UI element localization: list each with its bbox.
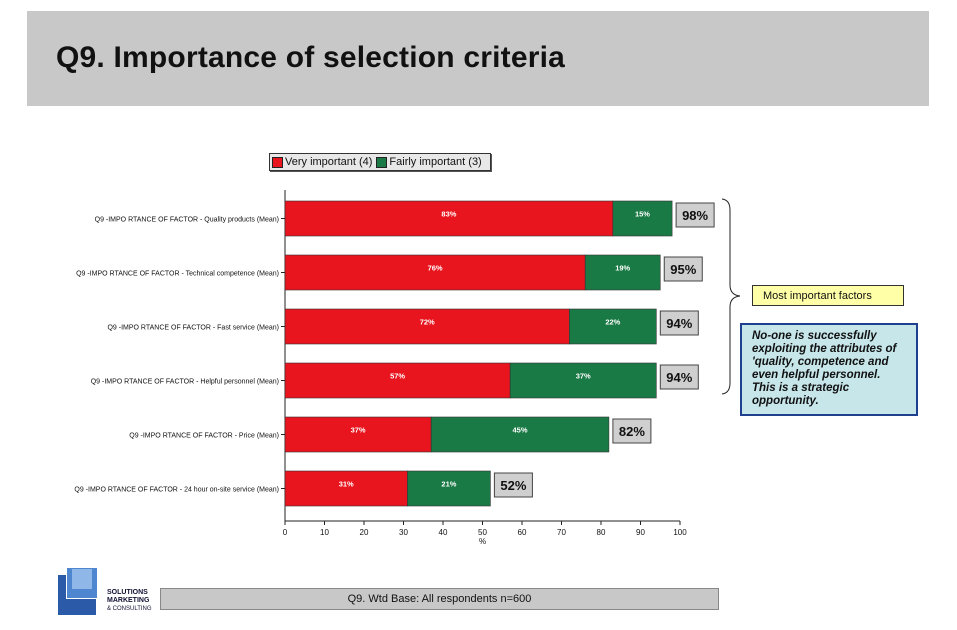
x-tick-label: 90: [636, 528, 645, 537]
chart-legend: Very important (4) Fairly important (3): [269, 153, 491, 171]
bar-fairly-important: [430, 416, 610, 453]
total-box: [659, 364, 699, 390]
total-box: [493, 472, 533, 498]
category-label: Q9 -IMPO RTANCE OF FACTOR - Quality prod…: [95, 217, 279, 224]
total-box: [659, 310, 699, 336]
bracket-top-factors: [721, 198, 741, 395]
logo-text: SOLUTIONS MARKETING & CONSULTING: [107, 589, 152, 613]
legend-swatch-very-important: [272, 156, 283, 168]
legend-label-very-important: Very important (4): [285, 156, 373, 168]
total-box: [675, 202, 715, 228]
bar-very-important: [284, 362, 511, 399]
bar-very-important: [284, 200, 614, 237]
base-footnote: Q9. Wtd Base: All respondents n=600: [160, 588, 719, 610]
company-logo: SOLUTIONS MARKETING & CONSULTING: [58, 567, 158, 619]
data-label: 37%: [576, 372, 591, 381]
x-tick-label: 70: [557, 528, 566, 537]
data-label: 37%: [351, 426, 366, 435]
bar-fairly-important: [584, 254, 661, 291]
data-label: 57%: [390, 372, 405, 381]
data-label: 45%: [513, 426, 528, 435]
x-tick-label: 0: [283, 528, 288, 537]
data-label: 15%: [635, 210, 650, 219]
legend-label-fairly-important: Fairly important (3): [389, 156, 482, 168]
logo-line-3: & CONSULTING: [107, 606, 152, 612]
total-label: 98%: [682, 208, 708, 223]
bar-fairly-important: [569, 308, 657, 345]
total-label: 82%: [619, 424, 645, 439]
x-tick-label: 30: [399, 528, 408, 537]
total-label: 94%: [666, 316, 692, 331]
category-label: Q9 -IMPO RTANCE OF FACTOR - Price (Mean): [129, 433, 279, 440]
x-tick-label: 60: [518, 528, 527, 537]
data-label: 83%: [441, 210, 456, 219]
x-tick-label: 50: [478, 528, 487, 537]
data-label: 72%: [420, 318, 435, 327]
x-tick-label: 80: [597, 528, 606, 537]
total-label: 94%: [666, 370, 692, 385]
category-label: Q9 -IMPO RTANCE OF FACTOR - Technical co…: [76, 271, 279, 278]
bar-fairly-important: [509, 362, 657, 399]
total-label: 52%: [500, 478, 526, 493]
legend-item-fairly-important: Fairly important (3): [376, 156, 482, 168]
logo-line-1: SOLUTIONS: [107, 589, 148, 596]
legend-swatch-fairly-important: [376, 156, 388, 168]
logo-square-light: [72, 569, 92, 589]
data-label: 76%: [428, 264, 443, 273]
x-tick-label: 100: [673, 528, 687, 537]
data-label: 22%: [605, 318, 620, 327]
category-label: Q9 -IMPO RTANCE OF FACTOR - Helpful pers…: [91, 379, 279, 386]
insight-callout: No-one is successfully exploiting the at…: [740, 323, 918, 416]
total-box: [612, 418, 652, 444]
logo-line-2: MARKETING: [107, 597, 150, 604]
most-important-callout: Most important factors: [752, 285, 904, 306]
data-label: 31%: [339, 480, 354, 489]
data-label: 21%: [441, 480, 456, 489]
x-axis-label: %: [479, 537, 486, 546]
x-tick-label: 10: [320, 528, 329, 537]
total-label: 95%: [670, 262, 696, 277]
bar-fairly-important: [407, 470, 491, 507]
category-label: Q9 -IMPO RTANCE OF FACTOR - Fast service…: [107, 325, 279, 332]
total-box: [663, 256, 703, 282]
bar-very-important: [284, 254, 586, 291]
data-label: 19%: [615, 264, 630, 273]
x-tick-label: 20: [360, 528, 369, 537]
page-title: Q9. Importance of selection criteria: [56, 41, 566, 74]
bar-very-important: [284, 470, 408, 507]
bar-very-important: [284, 416, 432, 453]
category-label: Q9 -IMPO RTANCE OF FACTOR - 24 hour on-s…: [74, 487, 279, 494]
title-bar: [27, 11, 929, 106]
legend-item-very-important: Very important (4): [272, 156, 372, 168]
bar-fairly-important: [612, 200, 673, 237]
bar-very-important: [284, 308, 570, 345]
x-tick-label: 40: [439, 528, 448, 537]
